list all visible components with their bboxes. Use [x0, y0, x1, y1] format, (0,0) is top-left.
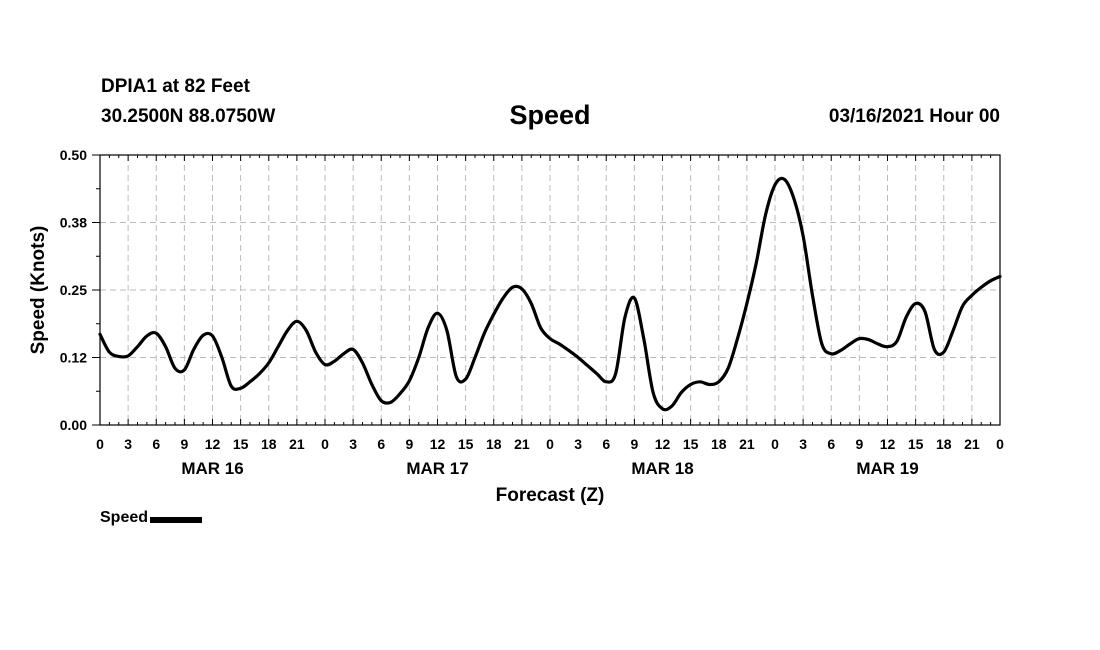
day-label: MAR 17: [406, 459, 468, 478]
x-tick-label: 6: [377, 436, 385, 452]
x-tick-label: 12: [205, 436, 221, 452]
x-tick-label: 3: [349, 436, 357, 452]
axes: 0 3 6 9 12 15 18 21 0 3 6 9 12 15 18 21 0 3 6 9 12 15 18 21 0 3 6 9…: [60, 147, 1004, 478]
x-tick-label: 18: [486, 436, 502, 452]
y-tick-label: 0.25: [60, 282, 87, 298]
day-label: MAR 19: [856, 459, 918, 478]
x-tick-label: 21: [964, 436, 980, 452]
x-tick-label: 15: [683, 436, 699, 452]
legend-label: Speed: [100, 509, 149, 526]
x-tick-label: 6: [827, 436, 835, 452]
x-tick-label: 0: [546, 436, 554, 452]
y-tick-label: 0.00: [60, 417, 87, 433]
x-tick-label: 9: [855, 436, 863, 452]
x-tick-label: 9: [405, 436, 413, 452]
series-line-speed: [98, 176, 1002, 412]
x-tick-label: 15: [233, 436, 249, 452]
y-tick-label: 0.38: [60, 215, 87, 231]
x-tick-label: 3: [124, 436, 132, 452]
x-tick-label: 21: [514, 436, 530, 452]
forecast-datetime: 03/16/2021 Hour 00: [828, 106, 1000, 127]
x-tick-label: 3: [799, 436, 807, 452]
station-label: DPIA1 at 82 Feet: [101, 76, 250, 97]
x-tick-label: 0: [96, 436, 104, 452]
chart-title: Speed: [509, 100, 591, 130]
series-layer: [98, 176, 1002, 412]
x-tick-label: 18: [261, 436, 277, 452]
x-tick-label: 6: [152, 436, 160, 452]
plot-frame: [99, 154, 1001, 426]
y-tick-label: 0.12: [60, 350, 87, 366]
coordinates-label: 30.2500N 88.0750W: [101, 106, 276, 127]
day-label: MAR 16: [181, 459, 243, 478]
x-tick-label: 12: [655, 436, 671, 452]
legend-line-swatch: [150, 516, 203, 523]
x-tick-label: 21: [739, 436, 755, 452]
legend: Speed: [100, 509, 203, 527]
x-tick-label: 18: [936, 436, 952, 452]
x-tick-label: 6: [602, 436, 610, 452]
x-tick-label: 0: [321, 436, 329, 452]
x-tick-label: 12: [880, 436, 896, 452]
day-label: MAR 18: [631, 459, 693, 478]
x-tick-label: 0: [996, 436, 1004, 452]
x-tick-label: 21: [289, 436, 305, 452]
x-tick-label: 0: [771, 436, 779, 452]
x-axis-label: Forecast (Z): [496, 485, 605, 506]
x-tick-label: 3: [574, 436, 582, 452]
x-tick-label: 15: [458, 436, 474, 452]
y-tick-label: 0.50: [60, 147, 87, 163]
x-tick-label: 15: [908, 436, 924, 452]
x-tick-label: 9: [630, 436, 638, 452]
x-tick-label: 12: [430, 436, 446, 452]
grid: [100, 155, 1000, 425]
x-tick-label: 9: [180, 436, 188, 452]
y-axis-label: Speed (Knots): [28, 226, 49, 355]
x-tick-label: 18: [711, 436, 727, 452]
